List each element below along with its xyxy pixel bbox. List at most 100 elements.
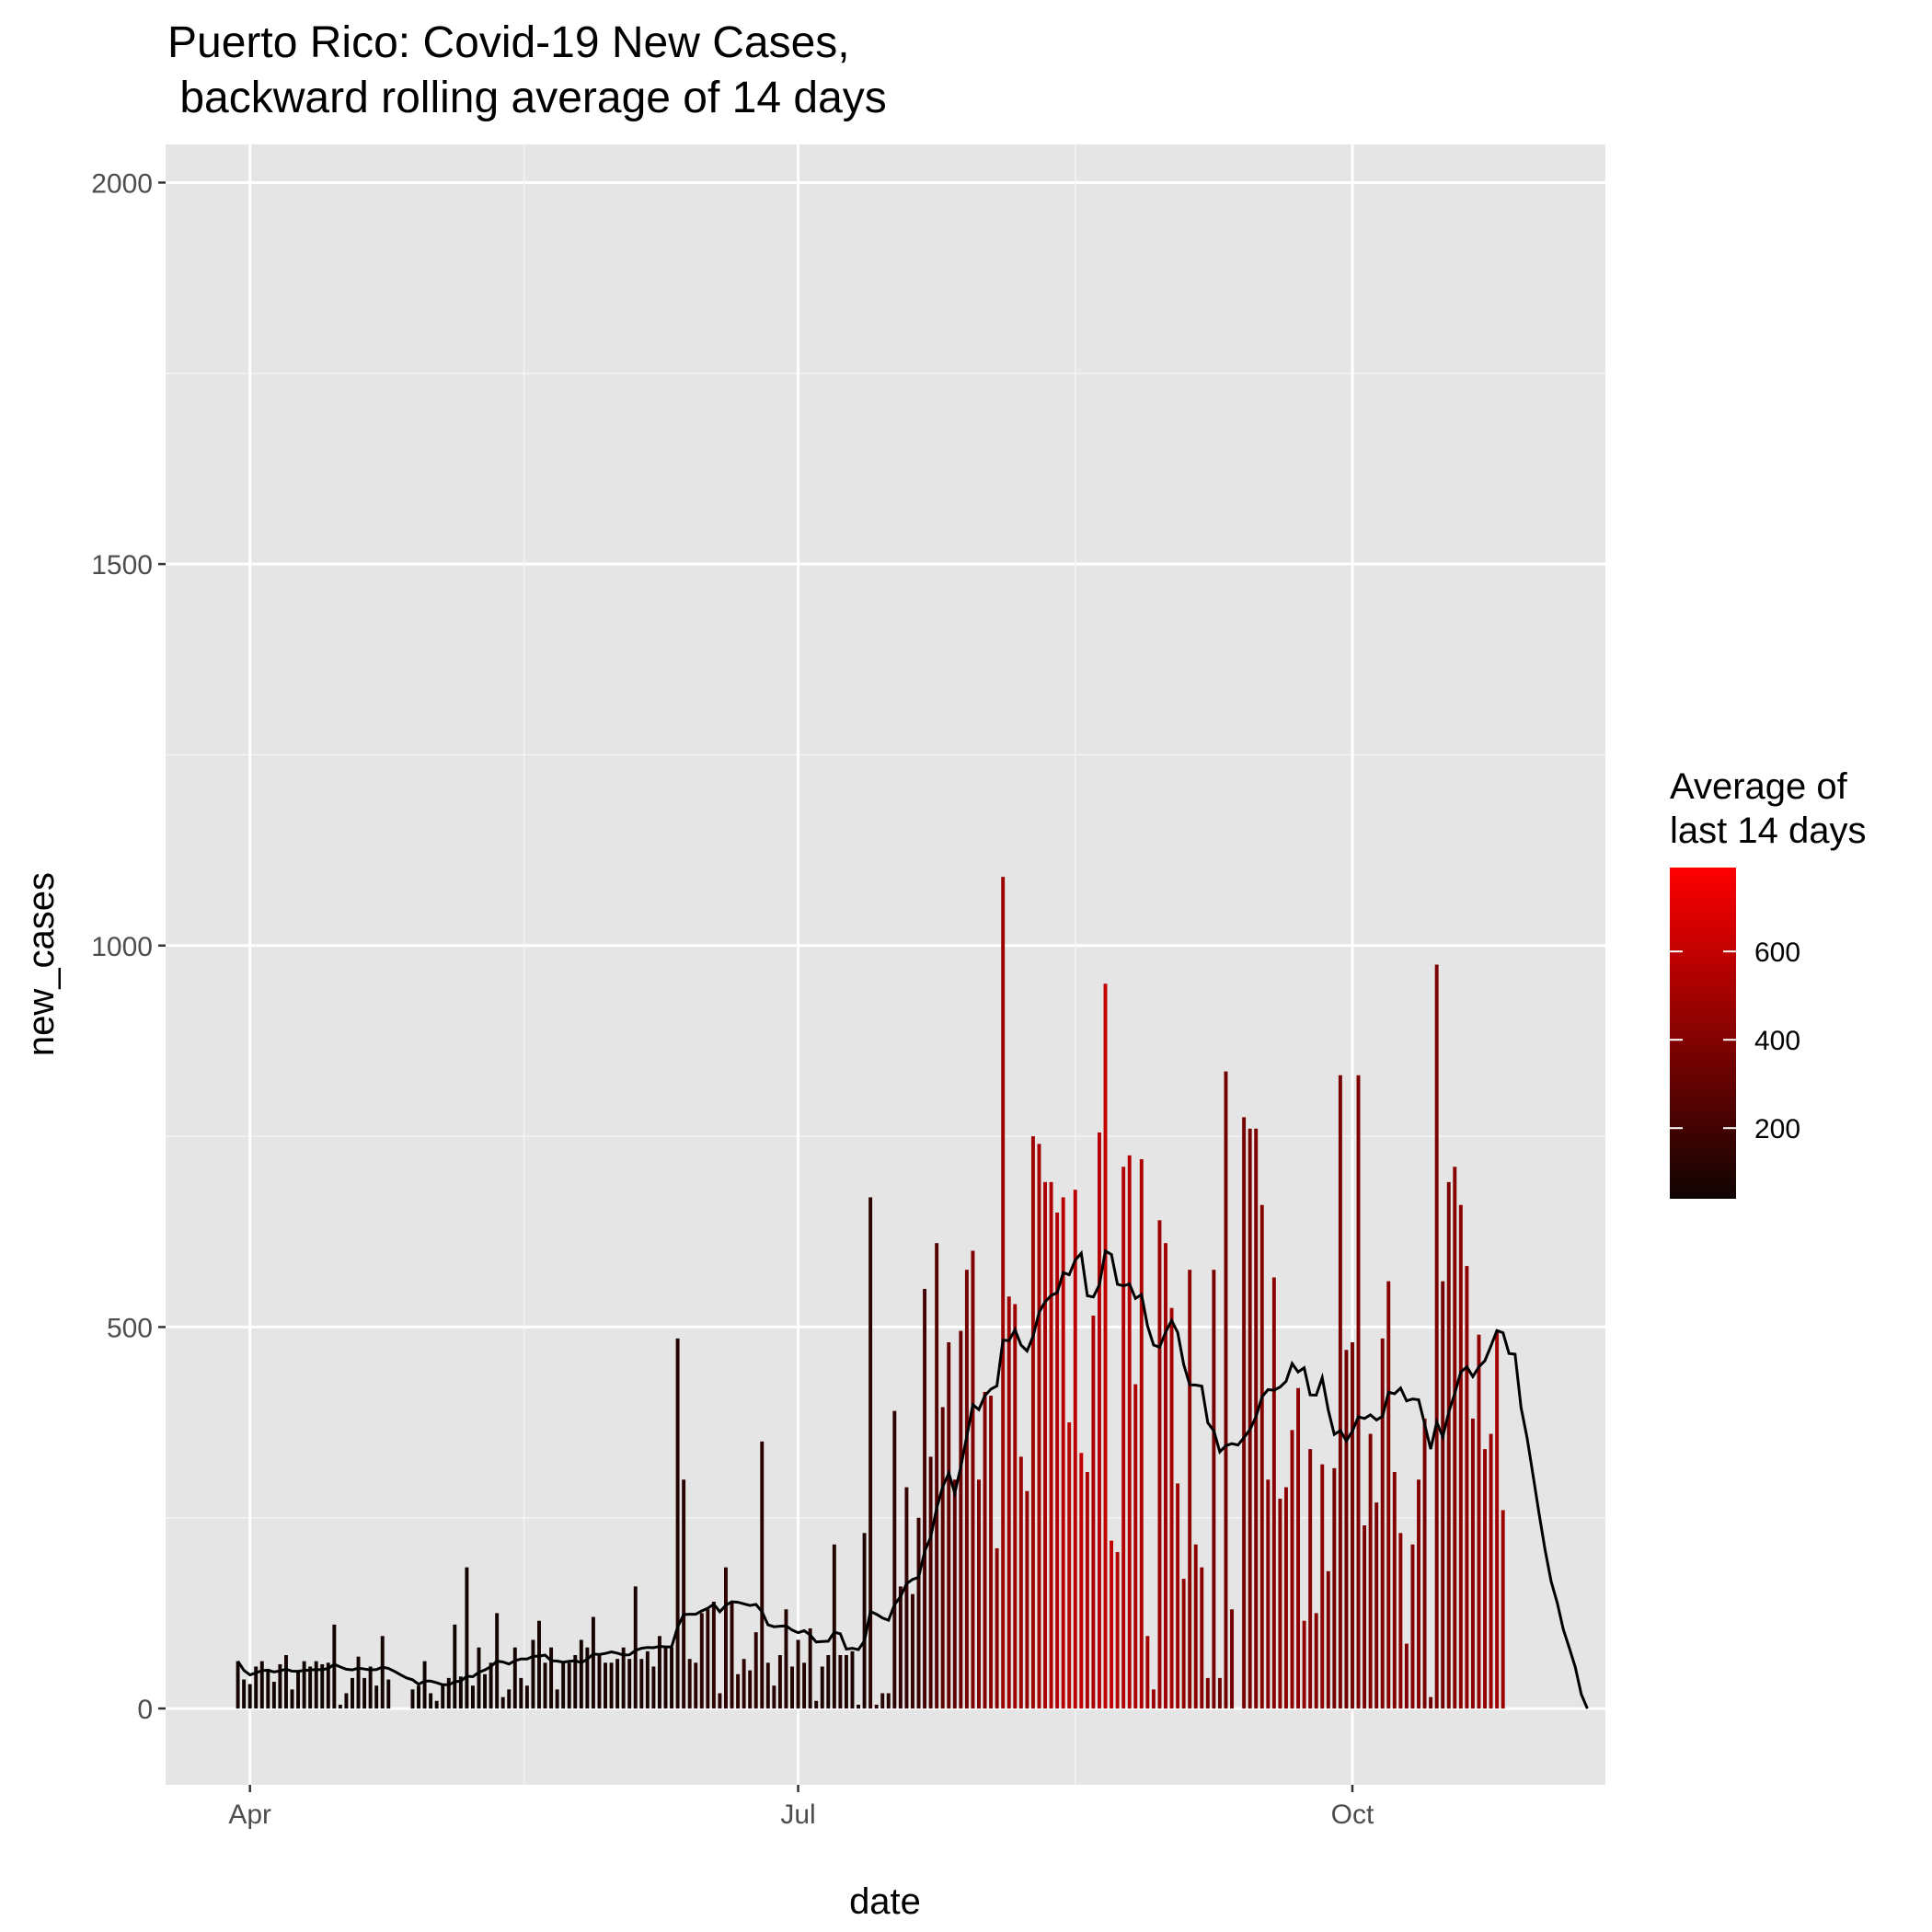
data-bar xyxy=(1302,1620,1306,1709)
data-bar xyxy=(326,1662,330,1709)
data-bar xyxy=(838,1655,843,1709)
data-bar xyxy=(1217,1677,1222,1709)
data-bar xyxy=(597,1655,602,1709)
data-bar xyxy=(609,1662,614,1709)
data-bar xyxy=(500,1696,505,1709)
data-bar xyxy=(1200,1567,1204,1709)
data-bar xyxy=(1055,1213,1060,1709)
data-bar xyxy=(1495,1330,1500,1709)
data-bar xyxy=(422,1661,427,1709)
data-bar xyxy=(236,1661,240,1709)
data-bar xyxy=(1230,1609,1234,1709)
data-bar xyxy=(259,1661,264,1709)
chart-subtitle: backward rolling average of 14 days xyxy=(167,74,887,122)
data-bar xyxy=(1501,1510,1505,1709)
data-bar xyxy=(338,1704,342,1709)
data-bar xyxy=(1030,1136,1035,1709)
data-bar xyxy=(591,1616,595,1709)
data-bar xyxy=(446,1677,451,1709)
data-bar xyxy=(483,1673,488,1709)
data-bar xyxy=(1025,1490,1029,1709)
data-bar xyxy=(1018,1456,1023,1709)
data-bar xyxy=(1380,1338,1385,1709)
data-bar xyxy=(892,1410,897,1709)
data-bar xyxy=(633,1586,638,1709)
legend-tick-label: 400 xyxy=(1754,1026,1800,1056)
data-bar xyxy=(1278,1499,1282,1709)
data-bar xyxy=(904,1487,909,1709)
data-bar xyxy=(790,1666,794,1709)
data-bar xyxy=(308,1666,313,1709)
data-bar xyxy=(964,1270,969,1709)
data-bar xyxy=(1290,1430,1294,1709)
data-bar xyxy=(1392,1471,1397,1709)
y-tick-label: 500 xyxy=(107,1313,153,1343)
data-bar xyxy=(760,1441,765,1709)
data-bar xyxy=(1363,1525,1367,1709)
data-bar xyxy=(356,1656,361,1709)
data-bar xyxy=(947,1342,951,1709)
data-bar xyxy=(470,1685,475,1709)
data-bar xyxy=(1013,1304,1018,1709)
data-bar xyxy=(826,1655,831,1709)
data-bar xyxy=(573,1655,578,1709)
data-bar xyxy=(916,1517,921,1709)
data-bar xyxy=(663,1647,668,1709)
data-bar xyxy=(784,1609,788,1709)
data-bar xyxy=(537,1620,541,1709)
data-bar xyxy=(579,1639,583,1709)
data-bar xyxy=(1169,1307,1174,1709)
data-bar xyxy=(748,1670,753,1709)
data-bar xyxy=(1001,877,1006,1709)
y-tick-label: 1500 xyxy=(91,550,153,581)
data-bar xyxy=(711,1601,716,1709)
data-bar xyxy=(753,1632,758,1709)
data-bar xyxy=(1110,1540,1114,1709)
data-bar xyxy=(441,1685,445,1709)
data-bar xyxy=(543,1662,547,1709)
bars xyxy=(236,877,1505,1709)
data-bar xyxy=(1151,1689,1156,1709)
data-bar xyxy=(549,1647,554,1709)
data-bar xyxy=(1386,1281,1391,1709)
data-bar xyxy=(429,1693,433,1709)
data-bar xyxy=(832,1544,836,1709)
data-bar xyxy=(1085,1471,1089,1709)
legend-title-line2: last 14 days xyxy=(1670,811,1866,851)
data-bar xyxy=(320,1663,325,1709)
data-bar xyxy=(604,1662,607,1709)
data-bar xyxy=(332,1624,337,1709)
data-bar xyxy=(615,1659,620,1709)
data-bar xyxy=(1079,1453,1084,1709)
data-bar xyxy=(434,1700,439,1709)
x-axis-title: date xyxy=(849,1881,921,1922)
data-bar xyxy=(1308,1449,1313,1709)
data-bar xyxy=(1176,1483,1180,1709)
data-bar xyxy=(940,1407,945,1709)
data-bar xyxy=(995,1547,999,1709)
data-bar xyxy=(645,1650,650,1709)
data-bar xyxy=(1374,1502,1379,1709)
data-bar xyxy=(254,1666,259,1709)
data-bar xyxy=(410,1689,415,1709)
data-bar xyxy=(1205,1677,1210,1709)
data-bar xyxy=(1483,1449,1488,1709)
data-bar xyxy=(512,1647,517,1709)
data-bar xyxy=(489,1662,493,1709)
x-tick-label: Jul xyxy=(780,1800,815,1830)
data-bar xyxy=(380,1636,385,1709)
data-bar xyxy=(585,1647,590,1709)
data-bar xyxy=(657,1636,661,1709)
data-bar xyxy=(1121,1167,1126,1709)
data-bar xyxy=(1422,1418,1427,1709)
data-bar xyxy=(1351,1342,1354,1709)
data-bar xyxy=(465,1567,469,1709)
data-bar xyxy=(1404,1643,1409,1709)
data-bar xyxy=(1477,1334,1481,1709)
data-bar xyxy=(1283,1487,1288,1709)
data-bar xyxy=(724,1567,728,1709)
legend-tick-label: 600 xyxy=(1754,937,1800,968)
data-bar xyxy=(1073,1190,1077,1709)
data-bar xyxy=(1043,1181,1047,1709)
data-bar xyxy=(1320,1464,1325,1709)
